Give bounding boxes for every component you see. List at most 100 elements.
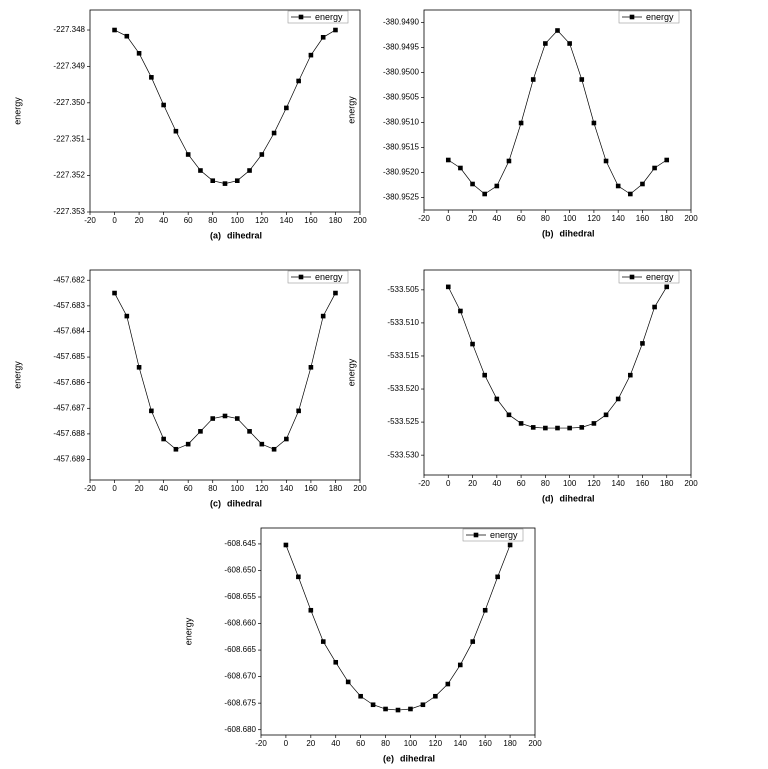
y-tick-label: -457.686 [53, 378, 85, 387]
data-point [603, 158, 609, 164]
x-tick-label: 120 [429, 739, 443, 748]
x-tick-label: 200 [353, 216, 367, 225]
y-tick-label: -457.688 [53, 429, 85, 438]
x-tick-label: 40 [331, 739, 340, 748]
x-tick-label: 140 [280, 216, 294, 225]
data-point [579, 425, 585, 430]
data-line [114, 29, 336, 184]
data-point [408, 706, 413, 712]
data-point [543, 41, 548, 46]
data-point [482, 607, 488, 613]
x-axis-label: dihedral [227, 230, 262, 240]
data-point [470, 639, 476, 644]
data-point [247, 429, 252, 434]
chart-panel: -20 0 20 40 60 80 100 120 140 160 180 200 -608.645 -6… [183, 527, 542, 763]
data-point [333, 659, 339, 665]
x-axis-label: dihedral [400, 753, 435, 763]
data-point [664, 284, 670, 290]
x-tick-label: 160 [636, 479, 650, 488]
data-point [198, 429, 203, 434]
data-point [591, 120, 597, 126]
y-tick-label: -380.9515 [383, 143, 420, 152]
data-point [470, 341, 475, 347]
y-tick-label: -608.670 [224, 672, 256, 681]
x-tick-label: 80 [208, 216, 217, 225]
y-tick-label: -533.520 [387, 384, 419, 393]
caption: (c) [210, 498, 221, 508]
data-point [664, 157, 670, 163]
y-tick-label: -227.349 [53, 62, 85, 71]
x-tick-label: 120 [255, 216, 269, 225]
x-tick-label: 180 [503, 739, 517, 748]
data-point [445, 284, 451, 290]
legend-box [287, 10, 349, 24]
y-tick-label: -608.675 [224, 698, 256, 707]
x-tick-label: 100 [563, 479, 577, 488]
chart-panel: -20 0 20 40 60 80 100 120 140 160 180 200 -380.9490 -… [346, 9, 698, 238]
caption: (e) [383, 753, 394, 763]
caption: (d) [542, 493, 554, 503]
x-tick-label: 60 [184, 484, 193, 493]
chart-panel: -20 0 20 40 60 80 100 120 140 160 180 200 -227.348 -2… [12, 9, 367, 240]
data-point [173, 128, 179, 134]
data-point [420, 702, 426, 708]
x-tick-label: 0 [284, 739, 289, 748]
legend-marker [629, 14, 635, 20]
data-point [271, 130, 277, 136]
y-tick-label: -608.680 [224, 725, 256, 734]
data-point [333, 27, 338, 33]
data-point [482, 372, 487, 378]
plot-frame [423, 9, 692, 211]
data-point [495, 574, 500, 580]
x-tick-label: 80 [381, 739, 390, 748]
x-tick-label: 200 [684, 214, 698, 223]
data-point [283, 542, 289, 548]
data-point [296, 408, 301, 414]
y-tick-label: -227.352 [53, 171, 85, 180]
x-tick-label: 120 [587, 479, 601, 488]
data-point [247, 168, 252, 173]
data-point [234, 178, 240, 183]
data-point [445, 681, 451, 687]
y-tick-label: -380.9500 [383, 68, 420, 77]
caption: (a) [210, 230, 221, 240]
data-point [591, 421, 597, 426]
data-point [482, 191, 487, 197]
chart-panel: -20 0 20 40 60 80 100 120 140 160 180 200 -533.505 -5… [346, 269, 698, 503]
data-point [395, 707, 401, 713]
y-tick-label: -380.9520 [383, 168, 420, 177]
data-point [567, 41, 572, 46]
x-tick-label: 40 [159, 216, 168, 225]
data-point [259, 152, 265, 157]
x-tick-label: 200 [528, 739, 542, 748]
data-point [149, 408, 154, 414]
y-axis-label: energy [12, 97, 22, 125]
x-tick-label: 0 [446, 479, 451, 488]
legend-marker [298, 274, 304, 280]
legend-box [618, 10, 680, 24]
x-tick-label: 40 [492, 479, 501, 488]
data-point [555, 28, 560, 33]
data-point [136, 51, 142, 56]
plot-frame [89, 269, 361, 481]
data-point [506, 158, 512, 164]
data-point [458, 165, 463, 171]
data-point [458, 308, 463, 314]
x-tick-label: 200 [353, 484, 367, 493]
x-tick-label: 20 [306, 739, 315, 748]
x-tick-label: 0 [112, 216, 117, 225]
data-point [530, 77, 536, 82]
y-tick-label: -380.9490 [383, 18, 420, 27]
x-tick-label: 60 [356, 739, 365, 748]
data-point [345, 679, 351, 685]
x-tick-label: 80 [541, 214, 550, 223]
data-point [555, 425, 560, 431]
legend-label: energy [315, 12, 343, 22]
data-point [259, 441, 265, 447]
x-tick-label: 140 [454, 739, 468, 748]
plot-frame [260, 527, 536, 736]
data-line [448, 29, 667, 195]
x-tick-label: 60 [184, 216, 193, 225]
data-point [210, 178, 216, 183]
